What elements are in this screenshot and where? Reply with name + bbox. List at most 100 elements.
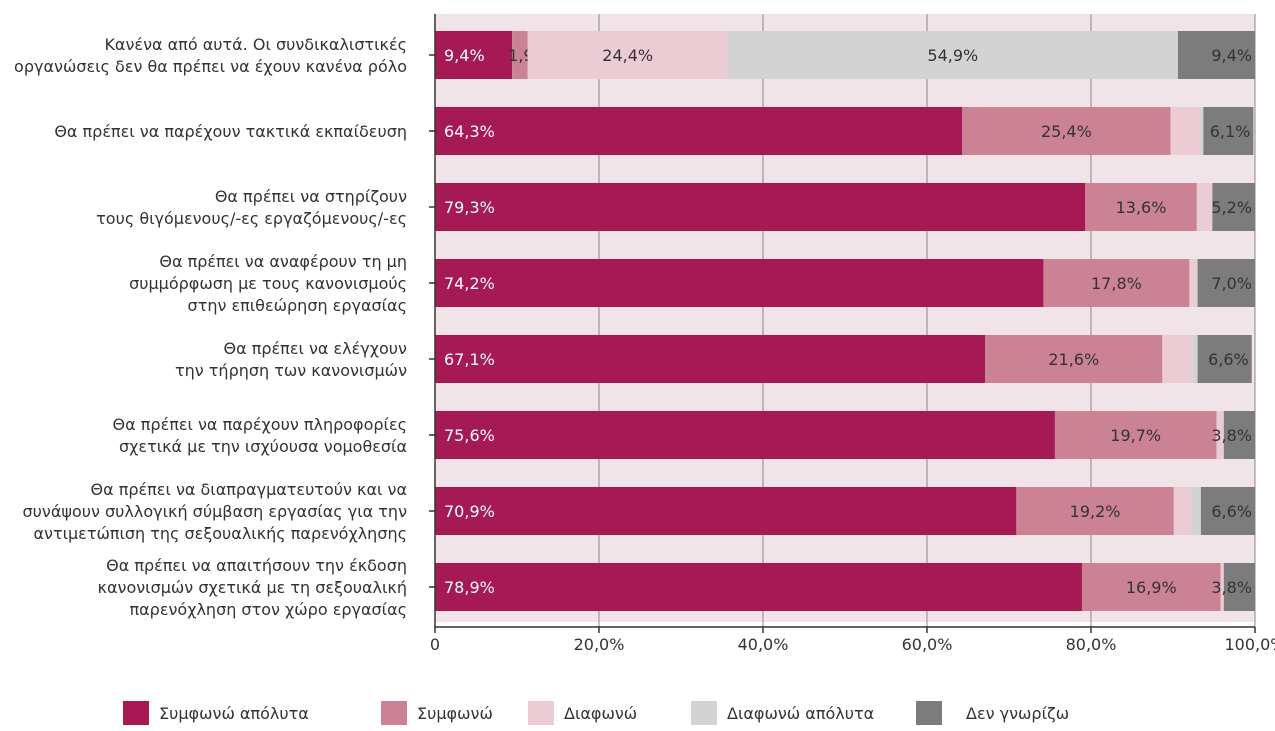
category-label-line: Θα πρέπει να αναφέρουν τη μη: [159, 252, 407, 271]
category-label-line: Κανένα από αυτά. Οι συνδικαλιστικές: [104, 35, 407, 54]
legend-swatch-disagree: [528, 701, 554, 725]
data-label: 13,6%: [1116, 198, 1167, 217]
legend-label-strongly-agree: Συμφωνώ απόλυτα: [159, 703, 309, 723]
legend-label-disagree: Διαφωνώ: [564, 703, 638, 723]
legend-label-dont-know: Δεν γνωρίζω: [966, 703, 1070, 723]
bar-segment-1-row-6: [435, 411, 1055, 459]
category-label: Θα πρέπει να απαιτήσουν την έκδοση κανονι…: [98, 556, 407, 619]
category-label-line: Θα πρέπει να στηρίζουν: [215, 187, 407, 206]
data-label: 21,6%: [1048, 350, 1099, 369]
bar-segment-3-row-4: [1189, 259, 1196, 307]
bar-segment-2-row-6: [1054, 411, 1217, 459]
legend-item-dont-know: Δεν γνωρίζω: [916, 700, 1069, 726]
data-label: 6,6%: [1208, 350, 1249, 369]
legend-label-strongly-disagree: Διαφωνώ απόλυτα: [727, 703, 875, 723]
data-label: 3,8%: [1211, 426, 1252, 445]
category-label-line: κανονισμών σχετικά με τη σεξουαλική: [98, 578, 407, 597]
chart-legend: Συμφωνώ απόλυτα Συμφωνώ Διαφωνώ Διαφωνώ …: [0, 700, 1275, 730]
bar-segment-5-row-6: [1223, 411, 1255, 459]
data-label: 19,7%: [1110, 426, 1161, 445]
data-label: 75,6%: [444, 426, 495, 445]
bar-segment-1-row-7: [435, 487, 1017, 535]
x-tick-label: 100,0%: [1224, 635, 1275, 654]
bar-segment-2-row-3: [1085, 183, 1197, 231]
legend-label-agree: Συμφωνώ: [417, 703, 493, 723]
x-tick-label: 0: [430, 635, 440, 654]
bar-segment-5-row-7: [1200, 487, 1255, 535]
legend-item-strongly-agree: Συμφωνώ απόλυτα: [123, 700, 309, 726]
bar-segment-2-row-5: [985, 335, 1163, 383]
bar-segment-5-row-3: [1212, 183, 1255, 231]
legend-item-agree: Συμφωνώ: [381, 700, 493, 726]
bar-segment-5-row-5: [1197, 335, 1252, 383]
data-label: 9,4%: [444, 46, 485, 65]
category-label-line: Θα πρέπει να παρέχουν τακτικά εκπαίδευση: [54, 122, 407, 141]
bar-segment-3-row-7: [1173, 487, 1192, 535]
data-label: 25,4%: [1041, 122, 1092, 141]
bar-segment-1-row-3: [435, 183, 1086, 231]
data-label: 9,4%: [1211, 46, 1252, 65]
bar-segment-4-row-4: [1195, 259, 1198, 307]
legend-item-strongly-disagree: Διαφωνώ απόλυτα: [691, 700, 874, 726]
category-label-line: αντιμετώπιση της σεξουαλικής παρενόχληση…: [33, 524, 407, 543]
bar-segment-1-row-2: [435, 107, 963, 155]
bar-segment-3-row-2: [1170, 107, 1201, 155]
data-label: 54,9%: [927, 46, 978, 65]
data-label: 67,1%: [444, 350, 495, 369]
bar-segment-1-row-8: [435, 563, 1082, 611]
bar-segment-1-row-4: [435, 259, 1044, 307]
legend-swatch-strongly-disagree: [691, 701, 717, 725]
bar-segment-2-row-1: [512, 31, 528, 79]
bar-segment-4-row-1: [727, 31, 1178, 79]
data-label: 78,9%: [444, 578, 495, 597]
bar-segment-5-row-8: [1223, 563, 1255, 611]
legend-swatch-strongly-agree: [123, 701, 149, 725]
x-tick-label: 60,0%: [902, 635, 953, 654]
bar-segment-1-row-1: [435, 31, 513, 79]
bar-segment-3-row-5: [1162, 335, 1193, 383]
category-label-line: Θα πρέπει να απαιτήσουν την έκδοση: [106, 556, 407, 575]
data-label: 64,3%: [444, 122, 495, 141]
category-label-line: σχετικά με την ισχύουσα νομοθεσία: [119, 437, 407, 456]
x-tick-label: 20,0%: [574, 635, 625, 654]
category-label-line: παρενόχληση στον χώρο εργασίας: [130, 600, 408, 619]
category-label: Θα πρέπει να παρέχουν τακτικά εκπαίδευση: [54, 122, 407, 141]
category-label: Θα πρέπει να στηρίζουν τους θιγόμενους/-ε…: [96, 187, 407, 228]
category-label-line: την τήρηση των κανονισμών: [175, 361, 407, 380]
category-label-line: Θα πρέπει να διαπραγματευτούν και να: [91, 480, 408, 499]
legend-item-disagree: Διαφωνώ: [528, 700, 637, 726]
data-label: 7,0%: [1211, 274, 1252, 293]
bar-segment-2-row-8: [1081, 563, 1221, 611]
bar-segment-3-row-6: [1216, 411, 1224, 459]
data-label: 16,9%: [1126, 578, 1177, 597]
bar-segment-1-row-5: [435, 335, 986, 383]
category-label: Θα πρέπει να αναφέρουν τη μη συμμόρφωση μ…: [129, 252, 407, 315]
bar-segment-4-row-5: [1192, 335, 1198, 383]
bar-segment-2-row-4: [1043, 259, 1190, 307]
bar-segment-5-row-2: [1203, 107, 1254, 155]
category-label: Θα πρέπει να ελέγχουν την τήρηση των κανο…: [175, 339, 407, 380]
bar-segment-5-row-4: [1197, 259, 1255, 307]
data-label: 24,4%: [602, 46, 653, 65]
chart-canvas: 9,4%1,9%24,4%54,9%9,4%64,3%25,4%6,1%79,3…: [14, 14, 1275, 654]
bar-segment-5-row-1: [1177, 31, 1255, 79]
data-label: 17,8%: [1091, 274, 1142, 293]
bar-segment-2-row-2: [962, 107, 1171, 155]
data-label: 5,2%: [1211, 198, 1252, 217]
data-label: 70,9%: [444, 502, 495, 521]
data-label: 79,3%: [444, 198, 495, 217]
bar-segment-3-row-1: [527, 31, 728, 79]
legend-swatch-agree: [381, 701, 407, 725]
category-label-line: Θα πρέπει να παρέχουν πληροφορίες: [113, 415, 407, 434]
category-label: Θα πρέπει να παρέχουν πληροφορίες σχετικά…: [113, 415, 407, 456]
data-label: 74,2%: [444, 274, 495, 293]
data-label: 19,2%: [1070, 502, 1121, 521]
data-label: 6,1%: [1210, 122, 1251, 141]
category-label-line: τους θιγόμενους/-ες εργαζόμενους/-ες: [96, 209, 407, 228]
category-label: Θα πρέπει να διαπραγματευτούν και να συνά…: [23, 480, 408, 543]
category-label-line: οργανώσεις δεν θα πρέπει να έχουν κανένα…: [14, 57, 407, 76]
category-label-line: στην επιθεώρηση εργασίας: [188, 296, 407, 315]
bar-segment-4-row-7: [1191, 487, 1201, 535]
bar-segment-3-row-3: [1196, 183, 1213, 231]
